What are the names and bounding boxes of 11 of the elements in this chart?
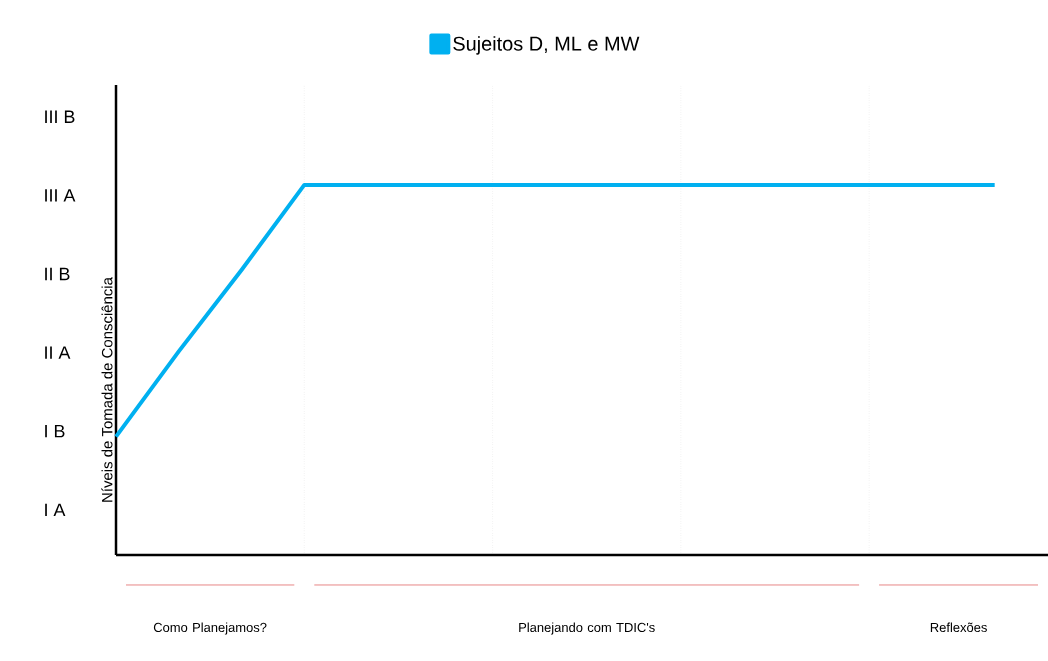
text: I A <box>45 503 66 517</box>
text: Reflexões <box>930 622 987 633</box>
legend-label: Sujeitos D, ML e MW <box>453 36 640 55</box>
text: II A <box>45 346 71 359</box>
text: II B <box>45 267 70 281</box>
text: I B <box>45 425 65 438</box>
y-axis-title: Níveis de Tomada de Consciência <box>101 277 113 502</box>
text: Planejando com TDIC's <box>519 622 655 635</box>
text: III B <box>45 110 75 123</box>
text: Como Planejamos? <box>153 622 267 635</box>
text: III A <box>45 189 76 202</box>
